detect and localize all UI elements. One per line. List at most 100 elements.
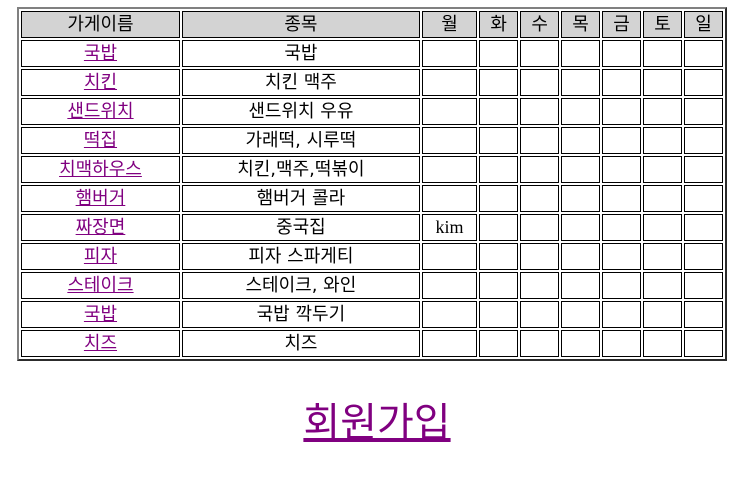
day-cell-sat bbox=[643, 98, 682, 125]
store-name-cell: 떡집 bbox=[21, 127, 180, 154]
store-name-cell: 치맥하우스 bbox=[21, 156, 180, 183]
store-name-cell: 짜장면 bbox=[21, 214, 180, 241]
store-name-cell: 피자 bbox=[21, 243, 180, 270]
day-cell-wed bbox=[520, 301, 560, 328]
day-cell-mon bbox=[421, 156, 478, 183]
day-cell-fri bbox=[602, 127, 641, 154]
day-cell-sat bbox=[643, 301, 682, 328]
day-cell-sat bbox=[643, 272, 682, 299]
store-link[interactable]: 샌드위치 bbox=[67, 101, 134, 122]
table-row: 치킨 치킨 맥주 bbox=[21, 69, 723, 96]
day-cell-sun bbox=[683, 272, 723, 299]
day-cell-wed bbox=[520, 272, 560, 299]
store-name-cell: 햄버거 bbox=[21, 185, 180, 212]
item-cell: 중국집 bbox=[181, 214, 420, 241]
day-cell-sun bbox=[683, 301, 723, 328]
day-cell-tue bbox=[479, 272, 519, 299]
store-link[interactable]: 스테이크 bbox=[67, 275, 134, 296]
day-cell-fri bbox=[602, 40, 641, 67]
item-cell: 치킨 맥주 bbox=[181, 69, 420, 96]
day-cell-fri bbox=[602, 330, 641, 357]
day-cell-tue bbox=[479, 214, 519, 241]
header-day-fri: 금 bbox=[602, 11, 641, 38]
day-cell-mon bbox=[421, 40, 478, 67]
store-link[interactable]: 햄버거 bbox=[75, 188, 126, 209]
day-cell-thu bbox=[561, 40, 601, 67]
day-cell-sun bbox=[683, 69, 723, 96]
day-cell-fri bbox=[602, 272, 641, 299]
table-row: 짜장면 중국집 kim bbox=[21, 214, 723, 241]
day-cell-mon bbox=[421, 127, 478, 154]
store-link[interactable]: 짜장면 bbox=[75, 217, 126, 238]
day-cell-fri bbox=[602, 69, 641, 96]
day-cell-wed bbox=[520, 156, 560, 183]
day-cell-sat bbox=[643, 185, 682, 212]
item-cell: 스테이크, 와인 bbox=[181, 272, 420, 299]
store-name-cell: 국밥 bbox=[21, 301, 180, 328]
table-row: 치즈 치즈 bbox=[21, 330, 723, 357]
store-link[interactable]: 치즈 bbox=[83, 333, 118, 354]
store-name-cell: 샌드위치 bbox=[21, 98, 180, 125]
table-row: 스테이크 스테이크, 와인 bbox=[21, 272, 723, 299]
day-cell-fri bbox=[602, 185, 641, 212]
day-cell-sun bbox=[683, 214, 723, 241]
item-cell: 국밥 bbox=[181, 40, 420, 67]
day-cell-sat bbox=[643, 69, 682, 96]
table-row: 국밥 국밥 bbox=[21, 40, 723, 67]
day-cell-tue bbox=[479, 98, 519, 125]
day-cell-thu bbox=[561, 301, 601, 328]
store-link[interactable]: 치킨 bbox=[83, 72, 118, 93]
day-cell-sat bbox=[643, 40, 682, 67]
day-cell-thu bbox=[561, 330, 601, 357]
day-cell-sun bbox=[683, 40, 723, 67]
table-header-row: 가게이름 종목 월 화 수 목 금 토 일 bbox=[21, 11, 723, 38]
schedule-container: 가게이름 종목 월 화 수 목 금 토 일 국밥 국밥 치킨 치킨 맥주 샌드위치 샌드위… bbox=[17, 7, 727, 361]
day-cell-mon bbox=[421, 69, 478, 96]
store-name-cell: 스테이크 bbox=[21, 272, 180, 299]
day-cell-thu bbox=[561, 185, 601, 212]
day-cell-thu bbox=[561, 272, 601, 299]
store-link[interactable]: 떡집 bbox=[83, 130, 118, 151]
header-day-thu: 목 bbox=[561, 11, 601, 38]
day-cell-sat bbox=[643, 127, 682, 154]
day-cell-mon: kim bbox=[421, 214, 478, 241]
store-name-cell: 치킨 bbox=[21, 69, 180, 96]
day-cell-sun bbox=[683, 243, 723, 270]
store-link[interactable]: 치맥하우스 bbox=[59, 159, 142, 180]
day-cell-sun bbox=[683, 156, 723, 183]
day-cell-tue bbox=[479, 156, 519, 183]
store-link[interactable]: 피자 bbox=[83, 246, 118, 267]
day-cell-thu bbox=[561, 156, 601, 183]
header-day-wed: 수 bbox=[520, 11, 560, 38]
table-row: 국밥 국밥 깍두기 bbox=[21, 301, 723, 328]
table-row: 피자 피자 스파게티 bbox=[21, 243, 723, 270]
day-cell-mon bbox=[421, 98, 478, 125]
table-row: 떡집 가래떡, 시루떡 bbox=[21, 127, 723, 154]
day-cell-fri bbox=[602, 214, 641, 241]
table-row: 햄버거 햄버거 콜라 bbox=[21, 185, 723, 212]
store-link[interactable]: 국밥 bbox=[83, 43, 118, 64]
store-name-cell: 치즈 bbox=[21, 330, 180, 357]
item-cell: 햄버거 콜라 bbox=[181, 185, 420, 212]
day-cell-wed bbox=[520, 185, 560, 212]
signup-link[interactable]: 회원가입 bbox=[303, 400, 451, 446]
day-cell-fri bbox=[602, 301, 641, 328]
day-cell-wed bbox=[520, 243, 560, 270]
day-cell-sat bbox=[643, 243, 682, 270]
day-cell-mon bbox=[421, 243, 478, 270]
day-cell-wed bbox=[520, 98, 560, 125]
day-cell-sun bbox=[683, 185, 723, 212]
day-cell-wed bbox=[520, 214, 560, 241]
day-cell-thu bbox=[561, 98, 601, 125]
day-cell-tue bbox=[479, 185, 519, 212]
day-cell-mon bbox=[421, 330, 478, 357]
table-body: 국밥 국밥 치킨 치킨 맥주 샌드위치 샌드위치 우유 떡집 가래떡, 시루떡 치맥하우스 치킨,… bbox=[21, 40, 723, 357]
item-cell: 국밥 깍두기 bbox=[181, 301, 420, 328]
day-cell-mon bbox=[421, 301, 478, 328]
store-link[interactable]: 국밥 bbox=[83, 304, 118, 325]
day-cell-tue bbox=[479, 330, 519, 357]
header-day-sun: 일 bbox=[683, 11, 723, 38]
day-cell-sun bbox=[683, 98, 723, 125]
item-cell: 샌드위치 우유 bbox=[181, 98, 420, 125]
table-row: 샌드위치 샌드위치 우유 bbox=[21, 98, 723, 125]
